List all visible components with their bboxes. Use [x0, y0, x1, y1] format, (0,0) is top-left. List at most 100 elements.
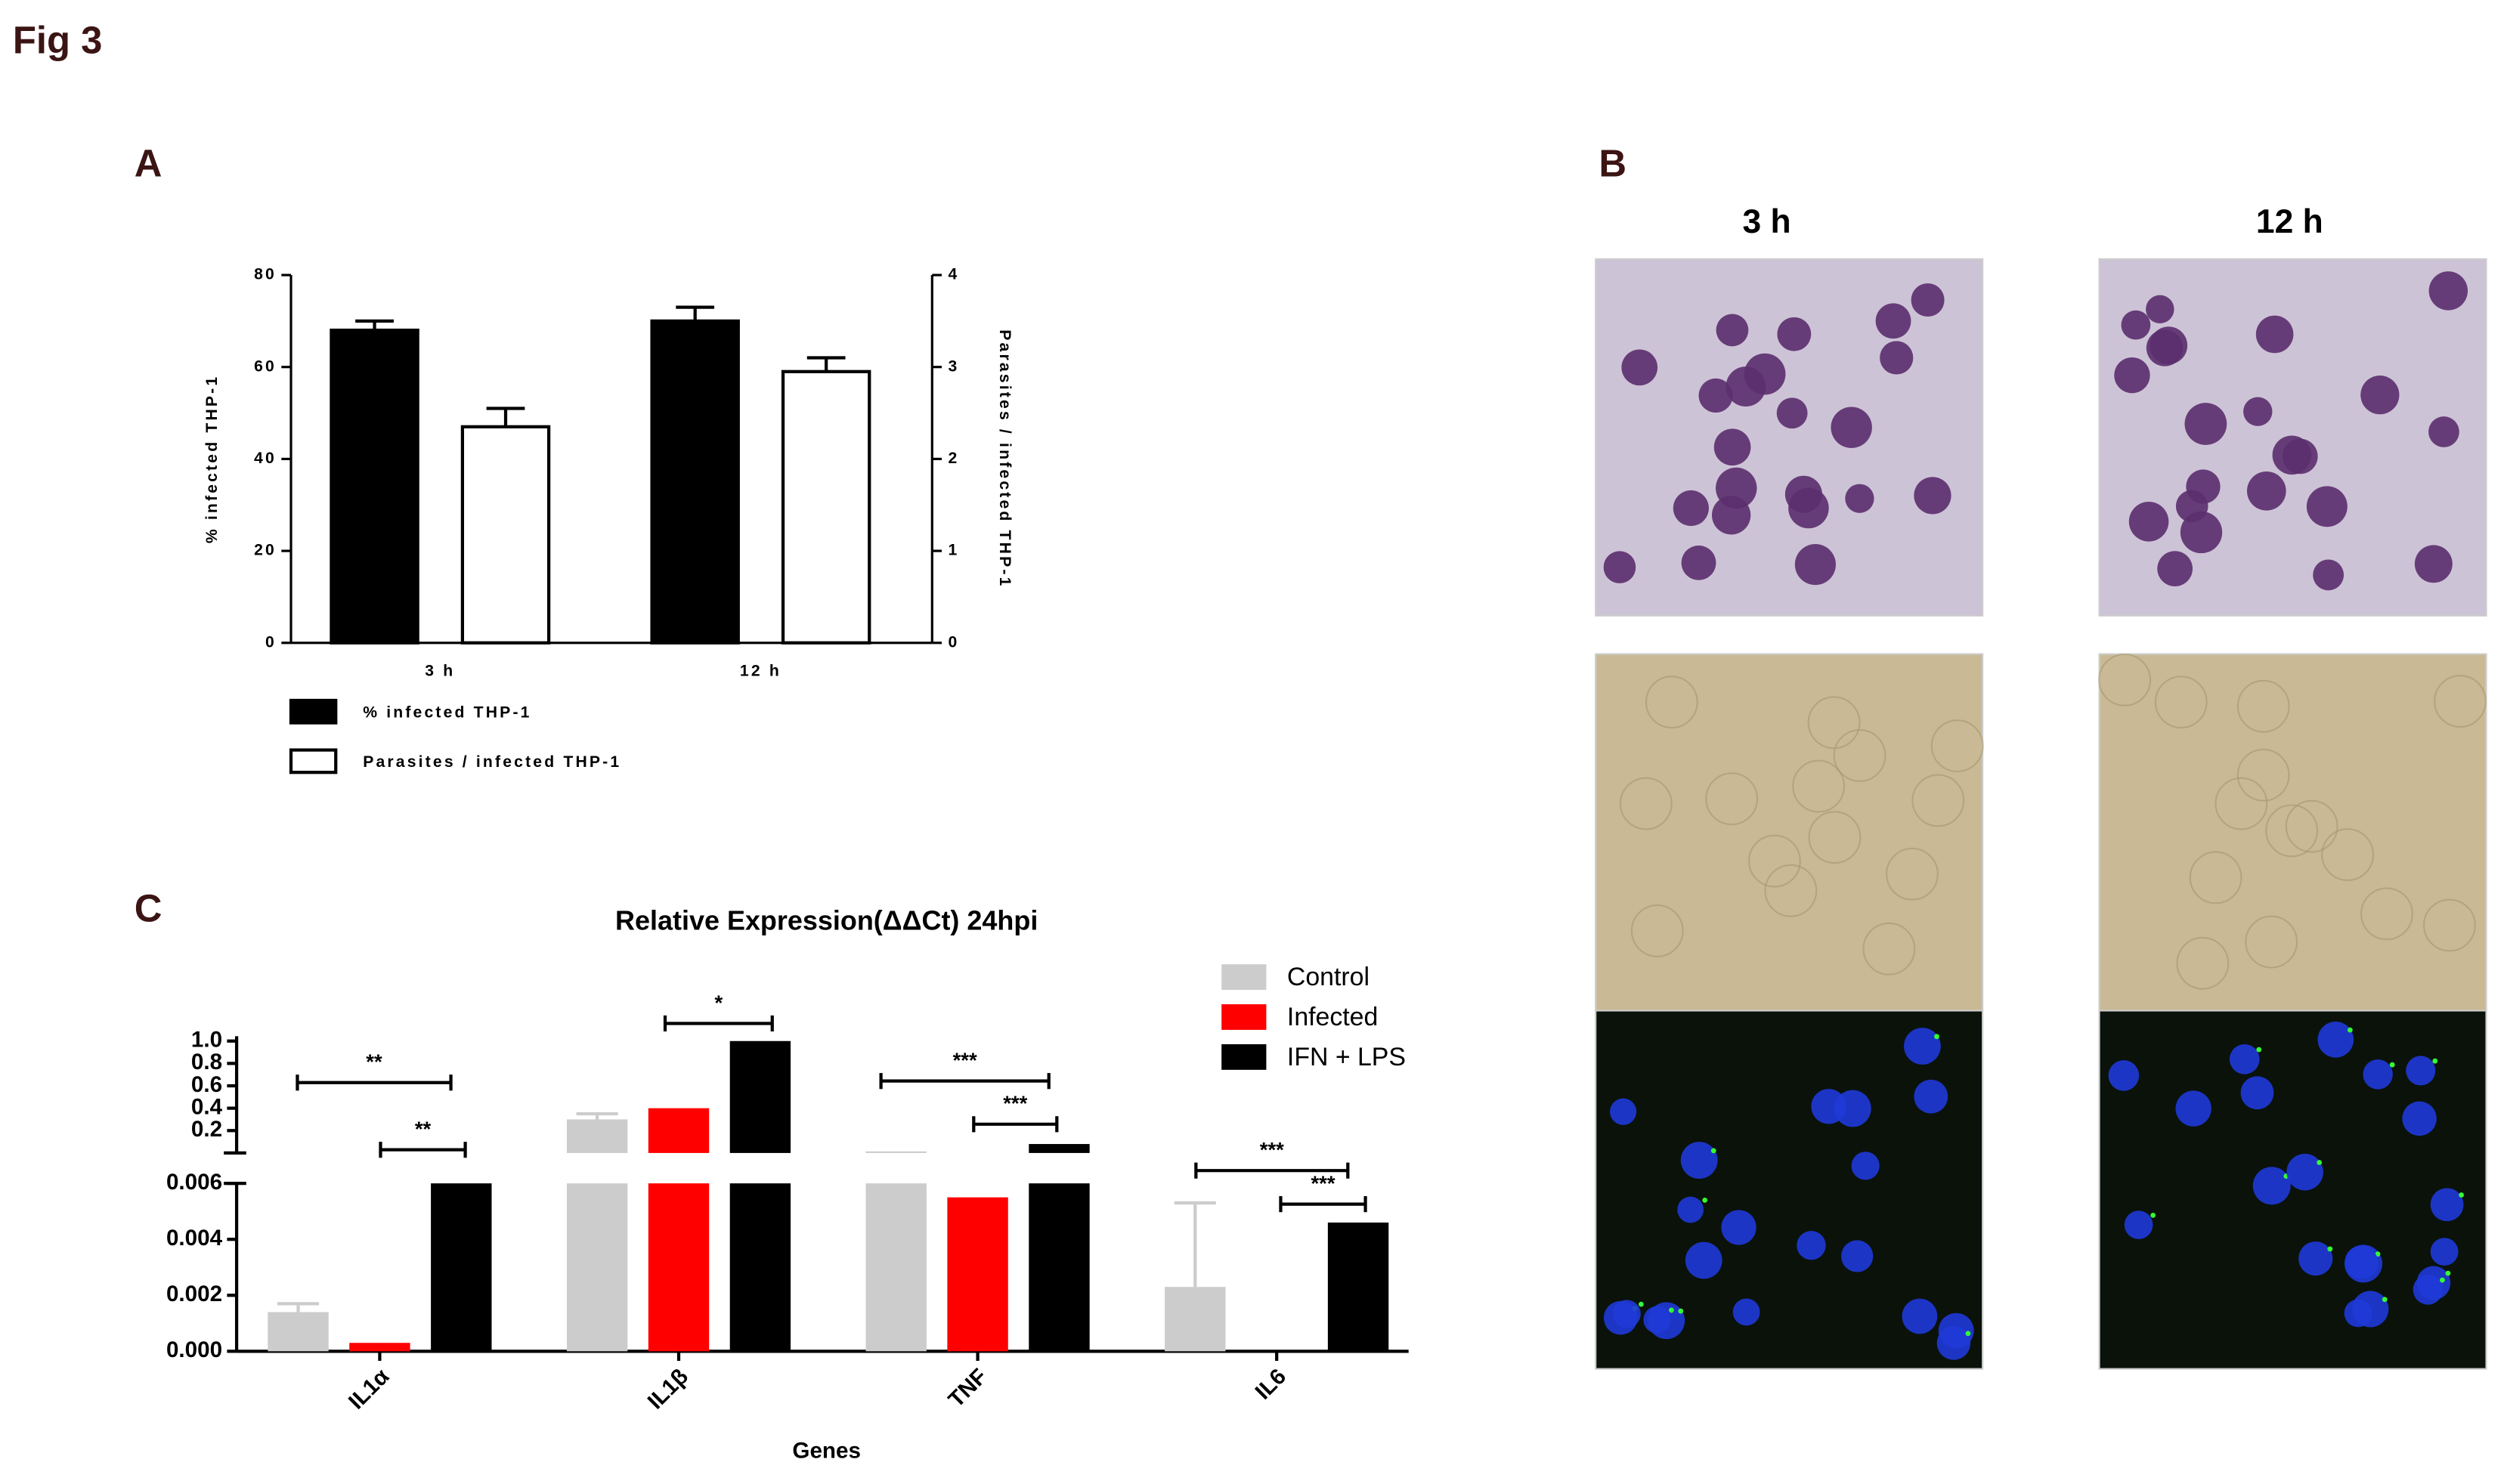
- cell: [1713, 428, 1751, 466]
- parasite: [1965, 1331, 1971, 1337]
- cell: [2313, 559, 2345, 591]
- parasite: [1678, 1308, 1684, 1314]
- y2-axis-label: Parasites / infected THP-1: [996, 329, 1014, 588]
- cell: [1643, 1306, 1671, 1334]
- cell: [1831, 407, 1872, 448]
- significance-label: ***: [1311, 1171, 1335, 1195]
- cell-outline: [2176, 936, 2230, 990]
- column-header: 12 h: [2256, 203, 2323, 240]
- cell-outline: [1930, 719, 1984, 773]
- x-tick-label: IL6: [1251, 1364, 1292, 1405]
- chart-title: Relative Expression(ΔΔCt) 24hpi: [615, 905, 1038, 936]
- bar: [947, 1197, 1008, 1352]
- error-bar: [277, 1302, 320, 1312]
- cell: [2298, 1241, 2333, 1276]
- y-tick-label: 20: [254, 542, 277, 559]
- significance-bracket: *: [663, 991, 774, 1032]
- cell: [2428, 271, 2468, 311]
- significance-bracket: ***: [1194, 1138, 1350, 1179]
- error-bar: [355, 319, 394, 331]
- y-tick-label: 0.8: [191, 1050, 222, 1074]
- cell-outline: [2098, 653, 2152, 706]
- cell-outline: [2236, 748, 2290, 802]
- cell: [1794, 544, 1836, 586]
- significance-label: ***: [1260, 1138, 1284, 1161]
- y2-tick-label: 3: [948, 357, 959, 375]
- cell: [1904, 1028, 1941, 1065]
- cell-outline: [1630, 904, 1684, 957]
- legend-label: Control: [1287, 963, 1370, 991]
- cell: [1716, 314, 1749, 347]
- cell: [1612, 1300, 1641, 1328]
- legend-swatch: [1221, 964, 1267, 991]
- significance-label: ***: [953, 1049, 977, 1072]
- cell-outline: [1764, 864, 1818, 917]
- bar: [1165, 1287, 1226, 1352]
- cell: [2108, 1060, 2140, 1091]
- y2-tick-label: 2: [948, 450, 959, 467]
- cell-outline: [1807, 696, 1861, 750]
- legend-label: IFN + LPS: [1287, 1043, 1406, 1071]
- bar: [330, 328, 419, 645]
- significance-bracket: ***: [1279, 1171, 1367, 1213]
- cell: [2121, 310, 2151, 340]
- cell: [2406, 1056, 2436, 1086]
- legend-label: Infected: [1287, 1003, 1378, 1031]
- y-axis-label: % infected THP-1: [203, 375, 221, 544]
- cell: [1936, 1326, 1971, 1360]
- cell: [2146, 329, 2184, 366]
- parasite: [2347, 1027, 2353, 1033]
- parasite: [2150, 1213, 2156, 1218]
- cell-outline: [2265, 804, 2319, 858]
- cell: [1797, 1231, 1826, 1260]
- error-bar: [676, 305, 715, 321]
- cell: [1680, 1142, 1718, 1179]
- cell-outline: [1862, 922, 1916, 975]
- cell: [2317, 1022, 2354, 1058]
- cell: [2413, 1275, 2444, 1305]
- y2-tick-label: 1: [948, 542, 959, 559]
- cell: [2363, 1059, 2393, 1090]
- parasite: [2432, 1058, 2438, 1064]
- y-tick-label: 60: [254, 357, 277, 375]
- cell: [1880, 341, 1914, 375]
- bar: [268, 1312, 329, 1352]
- y-tick-label: 0.006: [166, 1170, 222, 1195]
- cell: [2345, 1245, 2379, 1279]
- cell-outline: [2154, 676, 2208, 729]
- legend-swatch: [1221, 1004, 1267, 1030]
- y-tick-label: 0.004: [166, 1226, 223, 1251]
- parasite: [2375, 1251, 2381, 1257]
- cell: [1610, 1098, 1637, 1125]
- cell: [1788, 487, 1829, 529]
- cell: [2240, 1076, 2274, 1110]
- bar: [1327, 1222, 1389, 1352]
- x-tick-label: IL1β: [643, 1364, 693, 1414]
- bar-upper: [865, 1151, 927, 1153]
- cell: [1698, 378, 1733, 413]
- bar: [349, 1343, 410, 1352]
- micrographs: [1595, 258, 2487, 1370]
- bar: [781, 369, 871, 645]
- bar-upper: [566, 1119, 628, 1153]
- cell-outline: [2189, 851, 2242, 904]
- cell: [2114, 357, 2150, 394]
- cell: [1834, 1090, 1871, 1127]
- cell: [2157, 551, 2193, 587]
- legend-swatch: [1221, 1043, 1267, 1070]
- parasite: [2445, 1270, 2451, 1276]
- cell-outline: [2285, 799, 2338, 853]
- significance-label: ***: [1003, 1092, 1027, 1115]
- y-tick-label: 0.002: [166, 1281, 222, 1306]
- parasite: [2327, 1246, 2333, 1252]
- cell: [2146, 295, 2174, 323]
- cell: [1875, 303, 1911, 339]
- cell: [1841, 1240, 1874, 1272]
- cell-outline: [1886, 847, 1939, 901]
- legend-swatch: [289, 748, 338, 774]
- parasite: [1639, 1301, 1644, 1307]
- bar: [729, 1183, 791, 1352]
- parasite: [2459, 1192, 2465, 1198]
- cell-outline: [1645, 676, 1698, 729]
- bar-upper: [648, 1108, 710, 1153]
